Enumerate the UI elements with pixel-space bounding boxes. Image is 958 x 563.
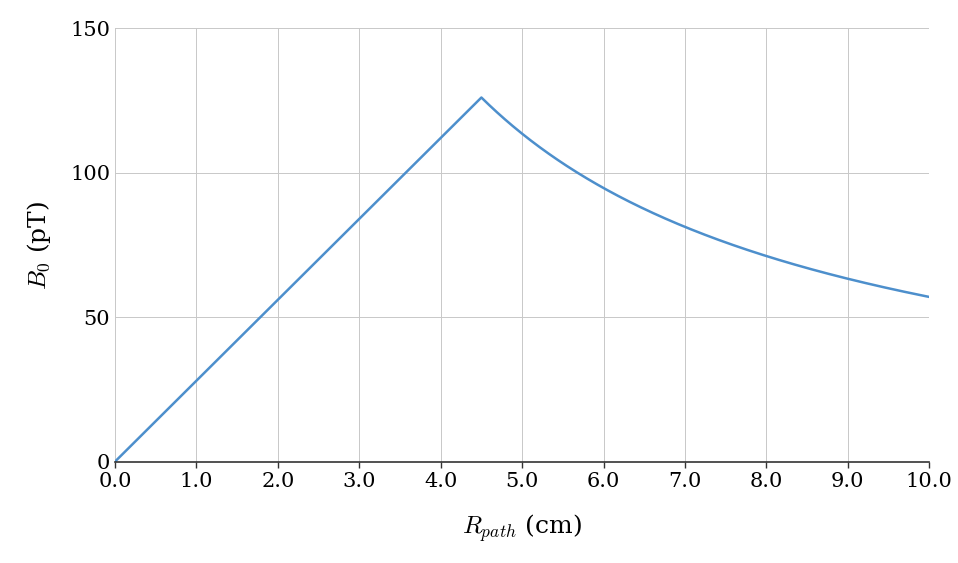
Y-axis label: $B_0$ (pT): $B_0$ (pT): [25, 200, 54, 289]
X-axis label: $R_{path}$ (cm): $R_{path}$ (cm): [462, 512, 582, 544]
